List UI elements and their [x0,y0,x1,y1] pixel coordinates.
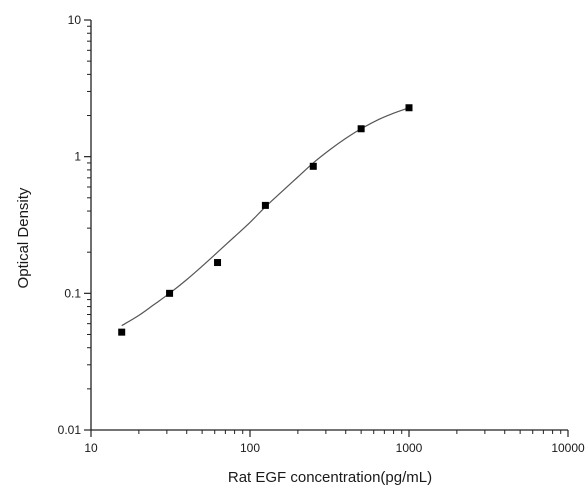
fit-curve-line [121,107,410,327]
y-tick-label: 0.01 [58,423,82,437]
x-tick-label: 1000 [396,441,423,455]
y-tick-label: 0.1 [64,286,81,300]
y-axis-title: Optical Density [15,187,32,288]
data-point [118,328,126,336]
data-point [405,104,413,112]
data-point [357,125,365,133]
x-tick-label: 10000 [551,441,585,455]
points-layer [118,104,413,336]
x-tick-label: 100 [240,441,260,455]
y-tick-label: 10 [68,13,82,27]
curve-layer [121,107,410,327]
x-tick-label: 10 [84,441,98,455]
x-axis-title: Rat EGF concentration(pg/mL) [228,469,432,486]
y-tick-label: 1 [74,150,81,164]
data-point [261,201,269,209]
data-point [166,289,174,297]
data-point [309,162,317,170]
data-point [214,259,222,267]
axes-layer: 10 100 1000 10000 0.01 0.1 1 10 [58,13,585,455]
